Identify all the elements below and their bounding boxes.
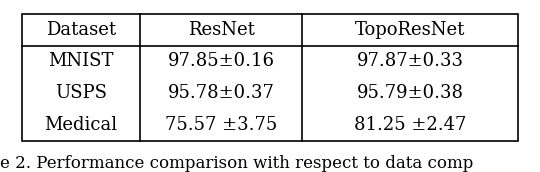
Text: e 2. Performance comparison with respect to data comp: e 2. Performance comparison with respect… — [0, 155, 474, 172]
Text: ResNet: ResNet — [188, 21, 255, 39]
Text: Medical: Medical — [44, 116, 118, 134]
Text: TopoResNet: TopoResNet — [355, 21, 465, 39]
Text: 97.85±0.16: 97.85±0.16 — [168, 52, 275, 71]
Text: Dataset: Dataset — [46, 21, 116, 39]
Text: 95.79±0.38: 95.79±0.38 — [357, 84, 464, 102]
Text: 81.25 ±2.47: 81.25 ±2.47 — [354, 116, 467, 134]
Text: MNIST: MNIST — [48, 52, 114, 71]
Text: USPS: USPS — [55, 84, 107, 102]
Text: 97.87±0.33: 97.87±0.33 — [357, 52, 464, 71]
Text: 95.78±0.37: 95.78±0.37 — [168, 84, 275, 102]
Text: 75.57 ±3.75: 75.57 ±3.75 — [165, 116, 278, 134]
